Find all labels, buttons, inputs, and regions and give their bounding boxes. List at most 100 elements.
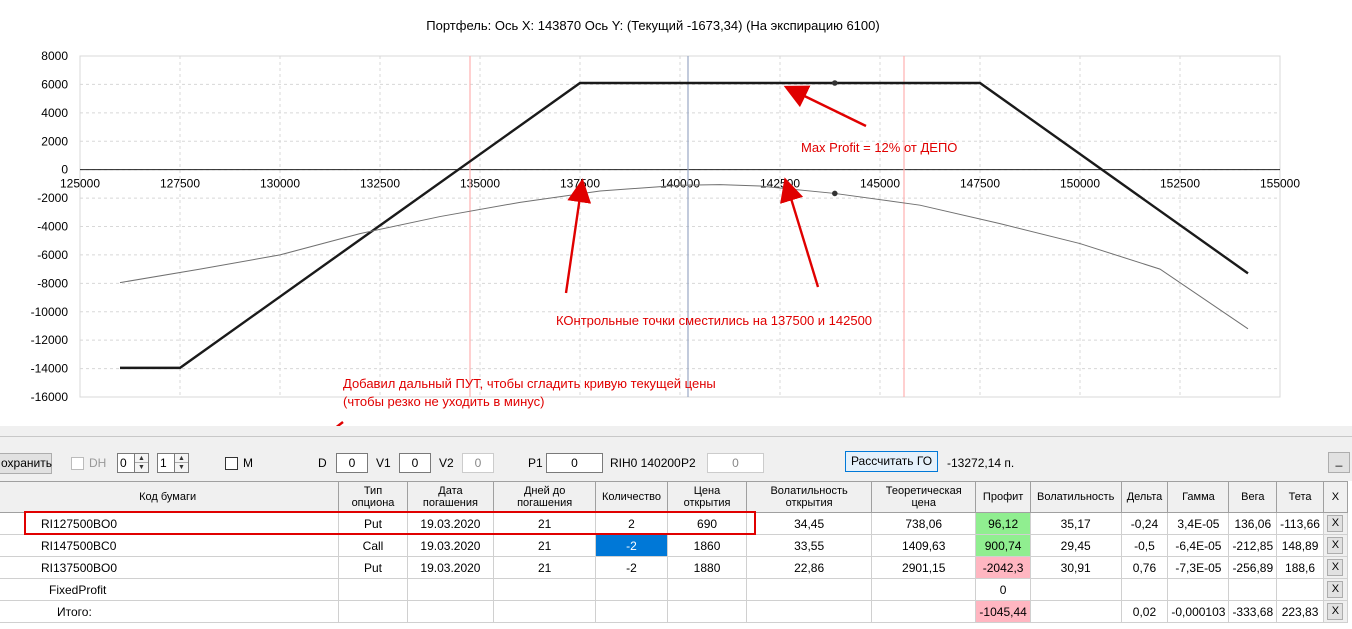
col-header[interactable]: Профит <box>975 481 1031 513</box>
delete-row-button[interactable]: X <box>1327 515 1344 532</box>
expiration-payoff-line <box>120 81 1249 370</box>
cell <box>493 578 597 601</box>
cell[interactable]: 19.03.2020 <box>406 534 495 557</box>
cell <box>1167 578 1230 601</box>
x-tick-label: 135000 <box>460 177 500 191</box>
profit-cell[interactable]: 96,12 <box>975 512 1031 535</box>
delete-row-button[interactable]: X <box>1327 581 1344 598</box>
cell <box>666 600 748 623</box>
y-tick-label: -4000 <box>37 220 68 234</box>
save-button[interactable]: охранить <box>0 453 52 474</box>
cell[interactable]: 1880 <box>666 556 748 579</box>
spin1-input[interactable]: 0 <box>117 453 135 473</box>
cell[interactable]: 22,86 <box>746 556 873 579</box>
col-header[interactable]: Тета <box>1276 481 1324 513</box>
fixed-profit-row[interactable]: FixedProfit 0 X <box>0 578 1349 601</box>
col-header[interactable]: X <box>1322 481 1349 513</box>
v1-input[interactable]: 0 <box>399 453 431 473</box>
cell[interactable]: -2 <box>595 556 668 579</box>
cell[interactable]: 19.03.2020 <box>406 512 495 535</box>
cell[interactable]: 21 <box>493 534 597 557</box>
calculate-go-button[interactable]: Рассчитать ГО <box>845 451 938 472</box>
p1-input[interactable]: 0 <box>546 453 603 473</box>
options-grid: Код бумаги Тип опциона Дата погашения Дн… <box>0 481 1352 629</box>
cell[interactable]: -0,5 <box>1120 534 1169 557</box>
cell[interactable]: RI137500BO0 <box>0 556 340 579</box>
spin2-input[interactable]: 1 <box>157 453 175 473</box>
cell[interactable]: Call <box>338 534 408 557</box>
delete-row-button[interactable]: X <box>1327 603 1344 620</box>
cell[interactable]: 19.03.2020 <box>406 556 495 579</box>
cell[interactable]: -113,66 <box>1276 512 1324 535</box>
cell[interactable]: 148,89 <box>1276 534 1324 557</box>
dh-label: DH <box>89 456 107 470</box>
annotation-arrow <box>564 178 592 294</box>
payoff-chart: Портфель: Ось X: 143870 Ось Y: (Текущий … <box>0 0 1352 426</box>
control-points-annotation: КОнтрольные точки сместились на 137500 и… <box>556 313 872 328</box>
cell[interactable]: Put <box>338 556 408 579</box>
cell[interactable]: 34,45 <box>746 512 873 535</box>
y-tick-label: -16000 <box>31 390 69 404</box>
cell[interactable]: 136,06 <box>1228 512 1278 535</box>
cell[interactable]: -256,89 <box>1228 556 1278 579</box>
cell[interactable]: -7,3E-05 <box>1167 556 1230 579</box>
spin1-stepper[interactable]: ▲ ▼ <box>135 453 149 473</box>
v2-input[interactable]: 0 <box>462 453 494 473</box>
cell[interactable]: RI147500BC0 <box>0 534 340 557</box>
col-header[interactable]: Дней до погашения <box>493 481 597 513</box>
col-header[interactable]: Тип опциона <box>338 481 408 513</box>
col-header[interactable]: Код бумаги <box>0 481 340 513</box>
col-header[interactable]: Цена открытия <box>666 481 748 513</box>
cell[interactable]: 0,76 <box>1120 556 1169 579</box>
table-row[interactable]: RI147500BC0 Call 19.03.2020 21 -2 1860 3… <box>0 534 1349 557</box>
max-profit-annotation: Max Profit = 12% от ДЕПО <box>801 140 957 155</box>
col-header[interactable]: Гамма <box>1167 481 1230 513</box>
cell[interactable]: 3,4E-05 <box>1167 512 1230 535</box>
series-marker <box>832 190 838 197</box>
cell[interactable]: -0,24 <box>1120 512 1169 535</box>
cell[interactable]: -212,85 <box>1228 534 1278 557</box>
selected-cell[interactable]: -2 <box>595 534 668 557</box>
delete-row-button[interactable]: X <box>1327 559 1344 576</box>
fixed-profit-value[interactable]: 0 <box>975 578 1031 601</box>
cell[interactable]: 1860 <box>666 534 748 557</box>
col-header[interactable]: Дельта <box>1120 481 1169 513</box>
far-put-annotation-line1: Добавил дальный ПУТ, чтобы сгладить крив… <box>343 376 716 391</box>
profit-cell[interactable]: -2042,3 <box>975 556 1031 579</box>
minimize-button[interactable]: _ <box>1328 452 1350 473</box>
d-input[interactable]: 0 <box>336 453 368 473</box>
cell[interactable]: -6,4E-05 <box>1167 534 1230 557</box>
p1-label: P1 <box>528 456 543 470</box>
cell <box>338 578 408 601</box>
col-header[interactable]: Дата погашения <box>406 481 495 513</box>
cell[interactable]: 30,91 <box>1029 556 1122 579</box>
cell[interactable]: 188,6 <box>1276 556 1324 579</box>
col-header[interactable]: Волатильность <box>1029 481 1122 513</box>
p2-input[interactable]: 0 <box>707 453 764 473</box>
cell <box>666 578 748 601</box>
dh-checkbox[interactable] <box>71 457 84 470</box>
m-checkbox[interactable] <box>225 457 238 470</box>
total-row: Итого: -1045,44 0,02 -0,000103 -333,68 2… <box>0 600 1349 623</box>
cell[interactable]: 21 <box>493 556 597 579</box>
cell <box>1029 578 1122 601</box>
total-theta: 223,83 <box>1276 600 1324 623</box>
x-tick-label: 130000 <box>260 177 300 191</box>
col-header[interactable]: Вега <box>1228 481 1278 513</box>
cell[interactable]: 738,06 <box>871 512 977 535</box>
profit-cell[interactable]: 900,74 <box>975 534 1031 557</box>
cell[interactable]: 1409,63 <box>871 534 977 557</box>
cell[interactable]: 35,17 <box>1029 512 1122 535</box>
cell <box>338 600 408 623</box>
spin-up-icon: ▲ <box>175 454 188 463</box>
col-header[interactable]: Теоретическая цена <box>871 481 977 513</box>
cell[interactable]: 33,55 <box>746 534 873 557</box>
table-row[interactable]: RI137500BO0 Put 19.03.2020 21 -2 1880 22… <box>0 556 1349 579</box>
cell[interactable]: 29,45 <box>1029 534 1122 557</box>
d-label: D <box>318 456 327 470</box>
delete-row-button[interactable]: X <box>1327 537 1344 554</box>
spin2-stepper[interactable]: ▲ ▼ <box>175 453 189 473</box>
cell[interactable]: 2901,15 <box>871 556 977 579</box>
col-header[interactable]: Количество <box>595 481 668 513</box>
col-header[interactable]: Волатильность открытия <box>746 481 873 513</box>
